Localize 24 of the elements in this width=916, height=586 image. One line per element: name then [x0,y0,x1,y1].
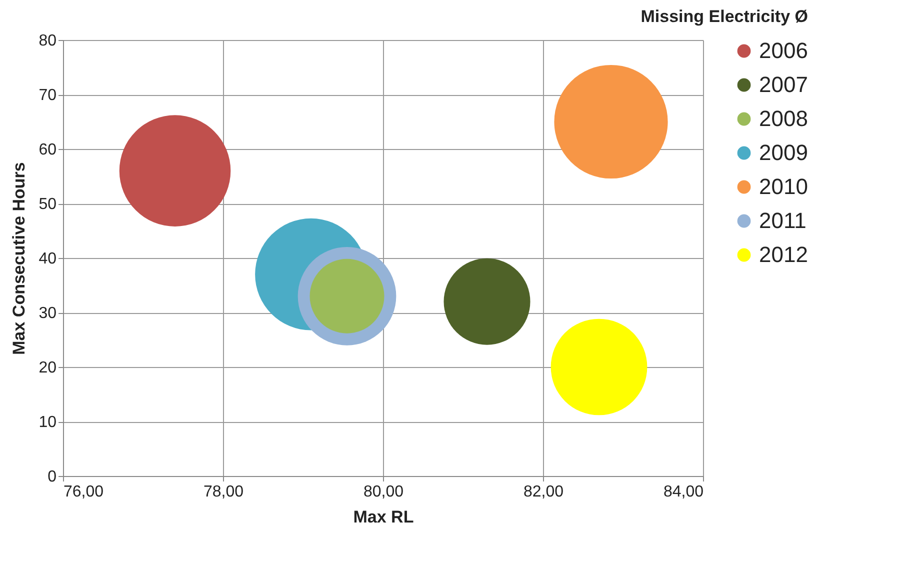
x-tick-label: 80,00 [363,484,404,500]
legend-label: 2012 [759,242,808,267]
chart-title: Missing Electricity Ø [640,7,808,26]
y-tick-label: 70 [38,87,57,104]
x-tick-label: 78,00 [203,484,244,500]
x-tick-label: 82,00 [523,484,564,500]
x-tick-label: 76,00 [64,484,104,500]
x-tick-label: 84,00 [663,484,704,500]
y-tick-label: 30 [38,305,57,322]
y-tick-label: 0 [48,468,57,486]
legend-label: 2008 [759,106,808,131]
y-tick-label: 60 [38,142,57,158]
legend-label: 2011 [759,208,806,233]
y-tick-label: 50 [38,196,57,213]
y-tick-label: 80 [38,32,57,50]
legend-label: 2006 [759,38,808,63]
y-axis-title: Max Consecutive Hours [10,162,29,355]
legend-label: 2009 [759,140,808,165]
y-tick-label: 10 [38,414,57,431]
y-tick-label: 20 [38,360,57,376]
legend-label: 2007 [759,72,808,97]
legend-label: 2010 [759,174,808,199]
x-axis-title: Max RL [353,508,414,526]
y-tick-label: 40 [38,250,57,268]
